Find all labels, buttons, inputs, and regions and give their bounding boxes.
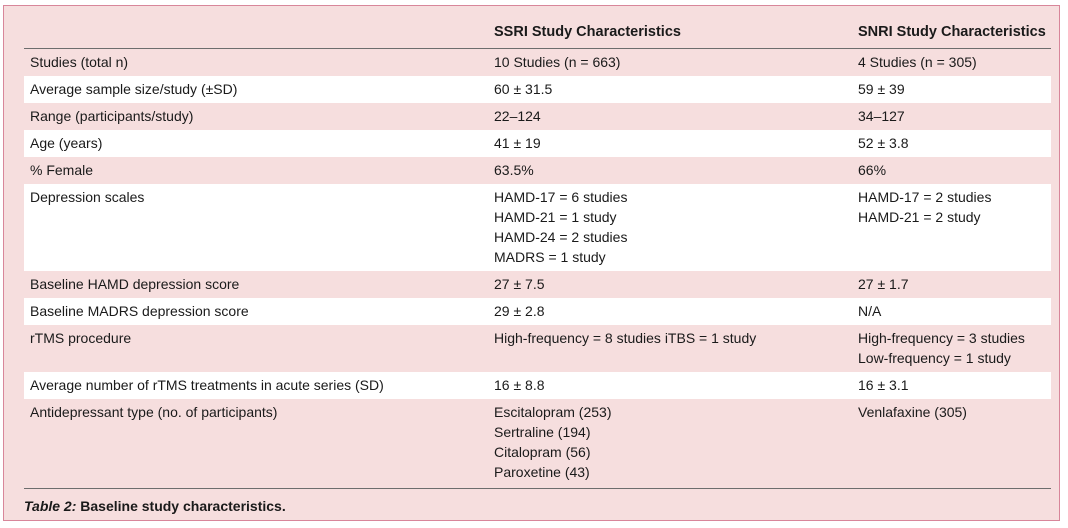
- table-body: Studies (total n) 10 Studies (n = 663) 4 S…: [24, 48, 1051, 486]
- header-ssri: SSRI Study Characteristics: [488, 16, 852, 49]
- table-row: Range (participants/study) 22–124 34–127: [24, 103, 1051, 130]
- table-row: Antidepressant type (no. of participants…: [24, 399, 1051, 486]
- snri-cell: 34–127: [852, 103, 1051, 130]
- table-row: Average number of rTMS treatments in acu…: [24, 372, 1051, 399]
- table-row: Studies (total n) 10 Studies (n = 663) 4 S…: [24, 48, 1051, 76]
- ssri-cell: 22–124: [488, 103, 852, 130]
- ssri-cell: 41 ± 19: [488, 130, 852, 157]
- ssri-cell: Escitalopram (253) Sertraline (194) Citalo…: [488, 399, 852, 486]
- snri-cell: HAMD-17 = 2 studies HAMD-21 = 2 study: [852, 184, 1051, 271]
- snri-cell: Venlafaxine (305): [852, 399, 1051, 486]
- ssri-cell: 29 ± 2.8: [488, 298, 852, 325]
- row-label: Depression scales: [24, 184, 488, 271]
- ssri-cell: 60 ± 31.5: [488, 76, 852, 103]
- header-snri: SNRI Study Characteristics: [852, 16, 1051, 49]
- ssri-cell: High-frequency = 8 studies iTBS = 1 stud…: [488, 325, 852, 372]
- ssri-cell-line: 27 ± 7.5: [494, 276, 545, 292]
- snri-cell-line: Low-frequency = 1 study: [858, 350, 1011, 366]
- snri-cell-line: 4 Studies (n = 305): [858, 54, 977, 70]
- row-label: Average number of rTMS treatments in acu…: [24, 372, 488, 399]
- row-label: Studies (total n): [24, 48, 488, 76]
- ssri-cell-line: Citalopram (56): [494, 444, 591, 460]
- table-frame: SSRI Study Characteristics SNRI Study Ch…: [3, 5, 1060, 521]
- snri-cell-line: 34–127: [858, 108, 905, 124]
- row-label: Average sample size/study (±SD): [24, 76, 488, 103]
- caption-divider: [24, 488, 1051, 489]
- ssri-cell: 16 ± 8.8: [488, 372, 852, 399]
- table-row: Average sample size/study (±SD) 60 ± 31.5…: [24, 76, 1051, 103]
- ssri-cell-line: MADRS = 1 study: [494, 249, 606, 265]
- ssri-cell-line: 63.5%: [494, 162, 534, 178]
- snri-cell-line: N/A: [858, 303, 882, 319]
- snri-cell-line: HAMD-21 = 2 study: [858, 209, 981, 225]
- snri-cell-line: 52 ± 3.8: [858, 135, 909, 151]
- ssri-cell-line: 60 ± 31.5: [494, 81, 553, 97]
- table-row: Depression scales HAMD-17 = 6 studies HAMD…: [24, 184, 1051, 271]
- row-label: rTMS procedure: [24, 325, 488, 372]
- ssri-cell-line: Paroxetine (43): [494, 464, 590, 480]
- snri-cell: 66%: [852, 157, 1051, 184]
- caption-prefix: Table 2:: [24, 498, 77, 514]
- ssri-cell: HAMD-17 = 6 studies HAMD-21 = 1 study HAMD…: [488, 184, 852, 271]
- ssri-cell-line: High-frequency = 8 studies iTBS = 1 stud…: [494, 330, 757, 346]
- row-label: Age (years): [24, 130, 488, 157]
- ssri-cell: 63.5%: [488, 157, 852, 184]
- snri-cell-line: 16 ± 3.1: [858, 377, 909, 393]
- snri-cell: N/A: [852, 298, 1051, 325]
- table-caption: Table 2: Baseline study characteristics.: [24, 498, 286, 514]
- snri-cell-line: Venlafaxine (305): [858, 404, 967, 420]
- snri-cell-line: 66%: [858, 162, 887, 178]
- table-row: Baseline HAMD depression score 27 ± 7.5 27…: [24, 271, 1051, 298]
- table-header-row: SSRI Study Characteristics SNRI Study Ch…: [24, 16, 1051, 49]
- ssri-cell-line: 41 ± 19: [494, 135, 541, 151]
- ssri-cell: 10 Studies (n = 663): [488, 48, 852, 76]
- ssri-cell-line: 22–124: [494, 108, 541, 124]
- ssri-cell-line: Escitalopram (253): [494, 404, 612, 420]
- snri-cell-line: HAMD-17 = 2 studies: [858, 189, 992, 205]
- ssri-cell-line: HAMD-24 = 2 studies: [494, 229, 628, 245]
- ssri-cell-line: 10 Studies (n = 663): [494, 54, 621, 70]
- ssri-cell-line: HAMD-21 = 1 study: [494, 209, 617, 225]
- snri-cell-line: 27 ± 1.7: [858, 276, 909, 292]
- table-row: % Female 63.5% 66%: [24, 157, 1051, 184]
- ssri-cell-line: 29 ± 2.8: [494, 303, 545, 319]
- snri-cell: 4 Studies (n = 305): [852, 48, 1051, 76]
- row-label: Baseline HAMD depression score: [24, 271, 488, 298]
- caption-text: Baseline study characteristics.: [76, 498, 286, 514]
- snri-cell: 52 ± 3.8: [852, 130, 1051, 157]
- table-row: rTMS procedure High-frequency = 8 studies…: [24, 325, 1051, 372]
- row-label: Baseline MADRS depression score: [24, 298, 488, 325]
- ssri-cell-line: HAMD-17 = 6 studies: [494, 189, 628, 205]
- row-label: Range (participants/study): [24, 103, 488, 130]
- snri-cell-line: High-frequency = 3 studies: [858, 330, 1025, 346]
- snri-cell-line: 59 ± 39: [858, 81, 905, 97]
- ssri-cell: 27 ± 7.5: [488, 271, 852, 298]
- snri-cell: 59 ± 39: [852, 76, 1051, 103]
- header-label-column: [24, 16, 488, 49]
- ssri-cell-line: 16 ± 8.8: [494, 377, 545, 393]
- row-label: % Female: [24, 157, 488, 184]
- table-row: Age (years) 41 ± 19 52 ± 3.8: [24, 130, 1051, 157]
- table-row: Baseline MADRS depression score 29 ± 2.8 N…: [24, 298, 1051, 325]
- row-label: Antidepressant type (no. of participants…: [24, 399, 488, 486]
- snri-cell: High-frequency = 3 studies Low-frequency …: [852, 325, 1051, 372]
- ssri-cell-line: Sertraline (194): [494, 424, 591, 440]
- baseline-characteristics-table: SSRI Study Characteristics SNRI Study Ch…: [24, 16, 1051, 486]
- snri-cell: 27 ± 1.7: [852, 271, 1051, 298]
- snri-cell: 16 ± 3.1: [852, 372, 1051, 399]
